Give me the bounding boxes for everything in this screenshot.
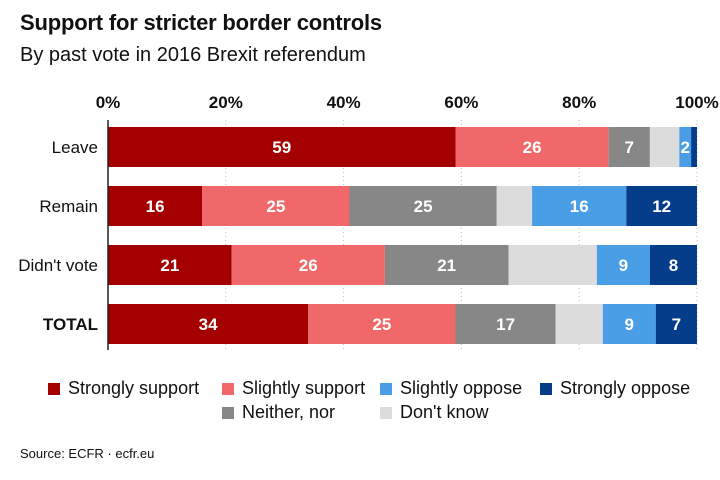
data-label: 25 [266, 197, 285, 216]
data-label: 12 [652, 197, 671, 216]
data-label: 25 [372, 315, 391, 334]
x-tick-label: 60% [444, 93, 478, 112]
data-label: 26 [299, 256, 318, 275]
bar-segment [596, 245, 650, 285]
bar-segment [649, 127, 680, 167]
bar-segment [602, 304, 656, 344]
data-label: 9 [625, 315, 634, 334]
bar-segment [202, 186, 350, 226]
legend-label: Slightly support [242, 378, 366, 398]
bar-segment [108, 127, 456, 167]
legend-item-dont-know: Don't know [380, 402, 488, 423]
legend-label: Slightly oppose [400, 378, 523, 398]
legend-swatch [222, 406, 234, 419]
bar-segment [532, 186, 627, 226]
bar-segment [349, 186, 497, 226]
category-label: Leave [52, 138, 98, 157]
source-note: Source: ECFR · ecfr.eu [20, 446, 155, 461]
x-tick-label: 80% [562, 93, 596, 112]
bar-segment [455, 127, 609, 167]
legend-label: Neither, nor [242, 402, 336, 422]
category-label: Didn't vote [18, 256, 98, 275]
legend-label: Strongly support [68, 378, 200, 398]
legend-label: Don't know [400, 402, 489, 422]
data-label: 34 [199, 315, 218, 334]
data-label: 16 [570, 197, 589, 216]
legend-item-strongly-support: Strongly support [48, 378, 199, 399]
bar-segment [455, 304, 556, 344]
data-label: 21 [437, 256, 456, 275]
bar-segment [496, 186, 533, 226]
category-label: Remain [39, 197, 98, 216]
legend-swatch [380, 406, 392, 419]
bar-segment [108, 186, 203, 226]
category-label: TOTAL [43, 315, 98, 334]
bar-segment [608, 127, 650, 167]
legend-swatch [380, 382, 392, 395]
bar-segment [508, 245, 597, 285]
x-tick-label: 100% [675, 93, 718, 112]
data-label: 17 [496, 315, 515, 334]
legend-swatch [48, 382, 60, 395]
data-label: 21 [160, 256, 179, 275]
bar-segment [384, 245, 509, 285]
x-tick-label: 0% [96, 93, 121, 112]
data-label: 59 [272, 138, 291, 157]
chart-subtitle: By past vote in 2016 Brexit referendum [20, 44, 366, 66]
x-tick-label: 40% [327, 93, 361, 112]
legend-item-neither-nor: Neither, nor [222, 402, 335, 423]
bar-segment [626, 186, 697, 226]
bar-segment [231, 245, 385, 285]
bar-segment [108, 245, 232, 285]
data-label: 2 [680, 138, 689, 157]
bar-segment [691, 127, 697, 167]
data-label: 9 [619, 256, 628, 275]
bar-segment [649, 245, 697, 285]
data-label: 25 [414, 197, 433, 216]
legend-item-slightly-support: Slightly support [222, 378, 365, 399]
bar-segment [308, 304, 456, 344]
legend-swatch [540, 382, 552, 395]
chart-title: Support for stricter border controls [20, 10, 382, 35]
data-label: 7 [672, 315, 681, 334]
x-tick-label: 20% [209, 93, 243, 112]
legend-swatch [222, 382, 234, 395]
legend-item-strongly-oppose: Strongly oppose [540, 378, 690, 399]
data-label: 7 [625, 138, 634, 157]
bar-segment [655, 304, 697, 344]
data-label: 8 [669, 256, 678, 275]
bar-segment [679, 127, 692, 167]
legend-item-slightly-oppose: Slightly oppose [380, 378, 522, 399]
bar-segment [108, 304, 309, 344]
data-label: 16 [146, 197, 165, 216]
legend-label: Strongly oppose [560, 378, 691, 398]
data-label: 26 [523, 138, 542, 157]
stacked-bar-chart: 0% 20% 40% 60% 80% 100% Leave 59 26 7 2 Remain 16 25 2… [18, 93, 719, 350]
bar-segment [555, 304, 603, 344]
